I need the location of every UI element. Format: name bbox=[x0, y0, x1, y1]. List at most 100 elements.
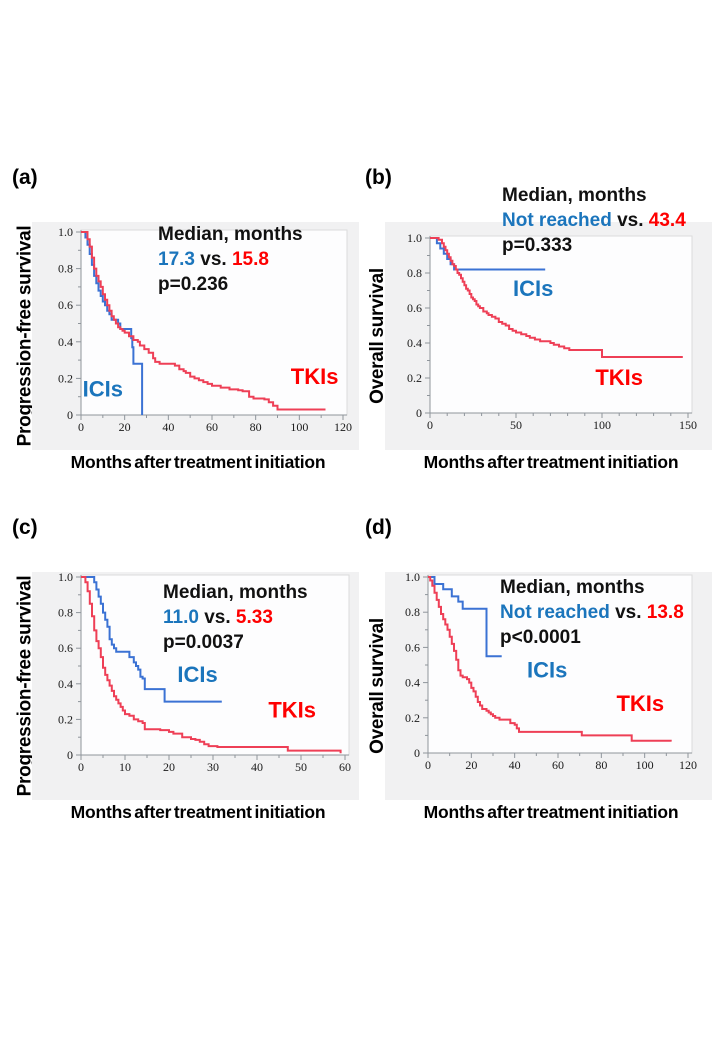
plot-area bbox=[80, 229, 348, 416]
x-tick-label: 60 bbox=[206, 420, 218, 434]
x-tick-label: 30 bbox=[207, 760, 219, 774]
y-tick-label: 0.8 bbox=[405, 605, 420, 619]
curve-label-TKIs: TKIs bbox=[291, 364, 339, 389]
series-TKIs-curve bbox=[428, 576, 672, 742]
x-tick-label: 10 bbox=[119, 760, 131, 774]
y-tick-label: 0.6 bbox=[58, 641, 73, 655]
x-tick-label: 40 bbox=[509, 758, 521, 772]
x-tick-label: 0 bbox=[78, 420, 84, 434]
x-tick-label: 80 bbox=[595, 758, 607, 772]
x-axis-label: Months after treatment initiation bbox=[423, 452, 679, 472]
x-tick-label: 100 bbox=[290, 420, 308, 434]
annotation-title: Median, months bbox=[158, 224, 303, 245]
y-tick-label: 0.2 bbox=[407, 371, 422, 385]
y-tick-label: 0 bbox=[67, 748, 73, 762]
series-ICIs-curve bbox=[81, 231, 144, 415]
median-ici-value: Not reached bbox=[502, 210, 612, 231]
median-tki-value: 15.8 bbox=[231, 249, 269, 270]
x-tick-label: 120 bbox=[679, 758, 697, 772]
y-tick-label: 0.6 bbox=[405, 640, 420, 654]
panel-a: (a) Progression-free survival 0 20 40 60 80 1… bbox=[8, 163, 360, 508]
x-axis-label: Months after treatment initiation bbox=[70, 802, 326, 822]
x-tick-label: 40 bbox=[251, 760, 263, 774]
plot-area bbox=[429, 235, 693, 414]
x-tick-label: 20 bbox=[119, 420, 131, 434]
vs-text: vs. bbox=[204, 607, 231, 628]
curve-label-TKIs: TKIs bbox=[616, 691, 664, 716]
y-tick-label: 0.4 bbox=[58, 677, 73, 691]
annotation-title: Median, months bbox=[163, 582, 308, 603]
plot-area bbox=[427, 574, 693, 754]
p-value: p=0.236 bbox=[158, 274, 229, 295]
median-annotation: Median, months 11.0 vs. 5.33 p=0.0037 bbox=[163, 580, 308, 655]
panel-label: (a) bbox=[12, 166, 38, 189]
p-value: p<0.0001 bbox=[500, 627, 581, 648]
median-ici-value: 11.0 bbox=[163, 607, 199, 628]
curve-label-TKIs: TKIs bbox=[595, 365, 643, 390]
y-tick-label: 0.8 bbox=[58, 262, 73, 276]
y-tick-label: 0.8 bbox=[407, 266, 422, 280]
series-TKIs-curve bbox=[81, 576, 342, 754]
vs-text: vs. bbox=[617, 210, 644, 231]
km-chart-b: 0 50 100 150 0 0.2 0.4 0.6 0.8 1.0 ICIs TKIs bbox=[385, 222, 712, 450]
annotation-medians: 11.0 vs. 5.33 bbox=[163, 605, 308, 630]
panel-b: (b) Overall survival 0 50 100 150 0 0.2 0.4 0.6… bbox=[361, 163, 713, 508]
y-tick-label: 0.4 bbox=[58, 335, 73, 349]
median-ici-value: 17.3 bbox=[158, 249, 195, 270]
curve-label-TKIs: TKIs bbox=[268, 698, 316, 723]
x-tick-label: 20 bbox=[465, 758, 477, 772]
y-tick-label: 0.2 bbox=[405, 711, 420, 725]
panel-label: (b) bbox=[365, 166, 392, 189]
p-value: p=0.0037 bbox=[163, 632, 244, 653]
y-tick-label: 0.4 bbox=[407, 336, 422, 350]
y-tick-label: 0.6 bbox=[407, 301, 422, 315]
panel-c: (c) Progression-free survival 0 10 20 30 40 5… bbox=[8, 513, 360, 858]
x-tick-label: 40 bbox=[162, 420, 174, 434]
vs-text: vs. bbox=[615, 602, 642, 623]
p-value: p=0.333 bbox=[502, 235, 573, 256]
panel-label: (c) bbox=[12, 516, 38, 539]
x-tick-label: 50 bbox=[295, 760, 307, 774]
curve-label-ICIs: ICIs bbox=[527, 657, 567, 682]
km-chart-d: 0 20 40 60 80 100 120 0 0.2 0.4 0.6 0.8 1.0 ICIs TKIs bbox=[385, 570, 712, 800]
annotation-medians: Not reached vs. 13.8 bbox=[500, 600, 684, 625]
x-tick-label: 150 bbox=[679, 418, 697, 432]
plot-area bbox=[80, 574, 350, 756]
x-tick-label: 120 bbox=[334, 420, 352, 434]
annotation-medians: 17.3 vs. 15.8 bbox=[158, 247, 303, 272]
x-tick-label: 0 bbox=[78, 760, 84, 774]
curve-label-ICIs: ICIs bbox=[83, 377, 123, 402]
y-tick-label: 0 bbox=[67, 408, 73, 422]
series-TKIs-curve bbox=[430, 237, 683, 358]
series-ICIs-curve bbox=[428, 576, 502, 658]
vs-text: vs. bbox=[200, 249, 227, 270]
y-tick-label: 0 bbox=[416, 406, 422, 420]
y-tick-label: 0.2 bbox=[58, 371, 73, 385]
panel-label: (d) bbox=[365, 516, 392, 539]
y-tick-label: 1.0 bbox=[58, 225, 73, 239]
y-tick-label: 0.6 bbox=[58, 298, 73, 312]
median-annotation: Median, months 17.3 vs. 15.8 p=0.236 bbox=[158, 222, 303, 297]
x-axis-label: Months after treatment initiation bbox=[423, 802, 679, 822]
median-tki-value: 5.33 bbox=[235, 607, 273, 628]
series-TKIs-curve bbox=[81, 231, 326, 411]
median-annotation: Median, months Not reached vs. 43.4 p=0.… bbox=[502, 183, 686, 258]
annotation-title: Median, months bbox=[500, 577, 645, 598]
x-axis-label: Months after treatment initiation bbox=[70, 452, 326, 472]
km-chart-a: 0 20 40 60 80 100 120 0 0.2 0.4 0.6 0.8 1.0 ICIs TKIs bbox=[32, 222, 359, 450]
curve-label-ICIs: ICIs bbox=[513, 276, 553, 301]
x-tick-label: 100 bbox=[593, 418, 611, 432]
series-ICIs-curve bbox=[81, 576, 222, 703]
y-tick-label: 0.8 bbox=[58, 606, 73, 620]
x-tick-label: 60 bbox=[339, 760, 351, 774]
median-tki-value: 43.4 bbox=[648, 210, 686, 231]
y-tick-label: 0.4 bbox=[405, 676, 420, 690]
y-tick-label: 0 bbox=[414, 746, 420, 760]
km-chart-c: 0 10 20 30 40 50 60 0 0.2 0.4 0.6 0.8 1.0 ICIs TKIs bbox=[32, 570, 359, 800]
x-tick-label: 0 bbox=[425, 758, 431, 772]
panel-d: (d) Overall survival 0 20 40 60 80 100 120 0 0.2… bbox=[361, 513, 713, 858]
x-tick-label: 100 bbox=[636, 758, 654, 772]
x-tick-label: 60 bbox=[552, 758, 564, 772]
y-tick-label: 1.0 bbox=[405, 570, 420, 584]
